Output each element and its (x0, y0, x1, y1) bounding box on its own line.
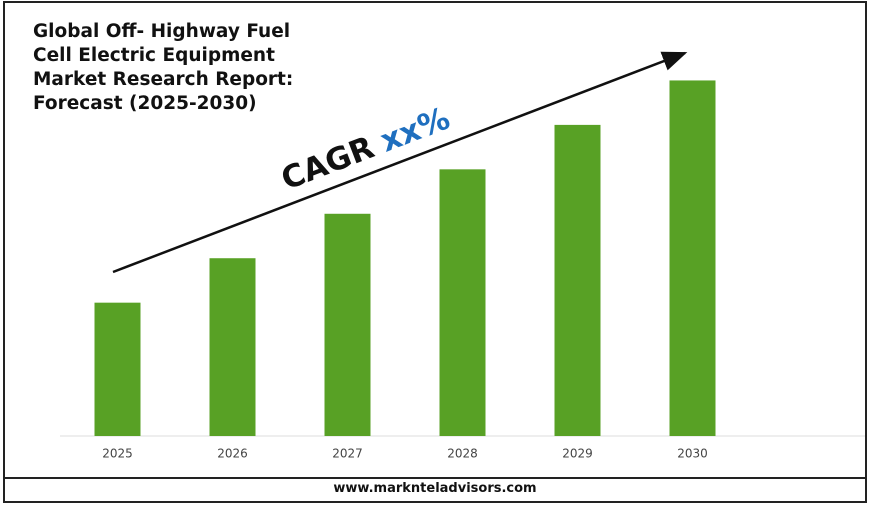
x-tick-label: 2030 (677, 447, 708, 461)
x-tick-label: 2025 (102, 447, 133, 461)
bar (324, 213, 371, 436)
bar (439, 169, 486, 437)
chart-title: Global Off- Highway Fuel Cell Electric E… (33, 21, 294, 114)
bar (209, 258, 256, 436)
cagr-arrow (112, 51, 688, 274)
cagr-label: CAGR (276, 129, 379, 197)
bar (669, 80, 716, 436)
x-tick-label: 2028 (447, 447, 478, 461)
x-tick-label: 2027 (332, 447, 363, 461)
bar (94, 302, 141, 436)
cagr-value: xx% (375, 100, 454, 159)
x-tick-label: 2029 (562, 447, 593, 461)
x-tick-label: 2026 (217, 447, 248, 461)
footer: www.marknteladvisors.com (333, 481, 537, 496)
frame (3, 1, 867, 503)
bar (554, 124, 601, 436)
